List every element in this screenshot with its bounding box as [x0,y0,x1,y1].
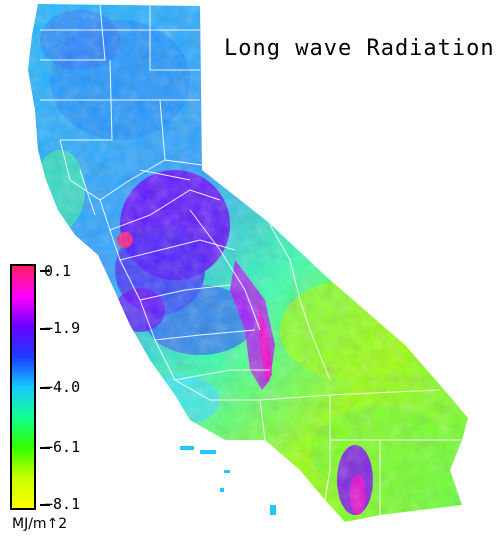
channel-islands [180,446,276,515]
county-boundaries [40,4,460,515]
legend-tick-4 [40,504,50,506]
legend-tick-3 [40,447,50,449]
map-title: Long wave Radiation [224,36,495,61]
legend-color-bar [10,264,36,510]
legend-unit: MJ/m↑2 [12,516,68,532]
legend-tick-label-1: −1.9 [44,319,81,337]
legend-tick-label-4: −8.1 [44,495,81,513]
legend-tick-1 [40,328,50,330]
legend-tick-label-3: −6.1 [44,438,81,456]
legend-tick-label-0: 0.1 [44,262,72,280]
legend-tick-2 [40,387,50,389]
legend-tick-label-2: −4.0 [44,378,81,396]
legend-tick-0 [40,270,50,272]
